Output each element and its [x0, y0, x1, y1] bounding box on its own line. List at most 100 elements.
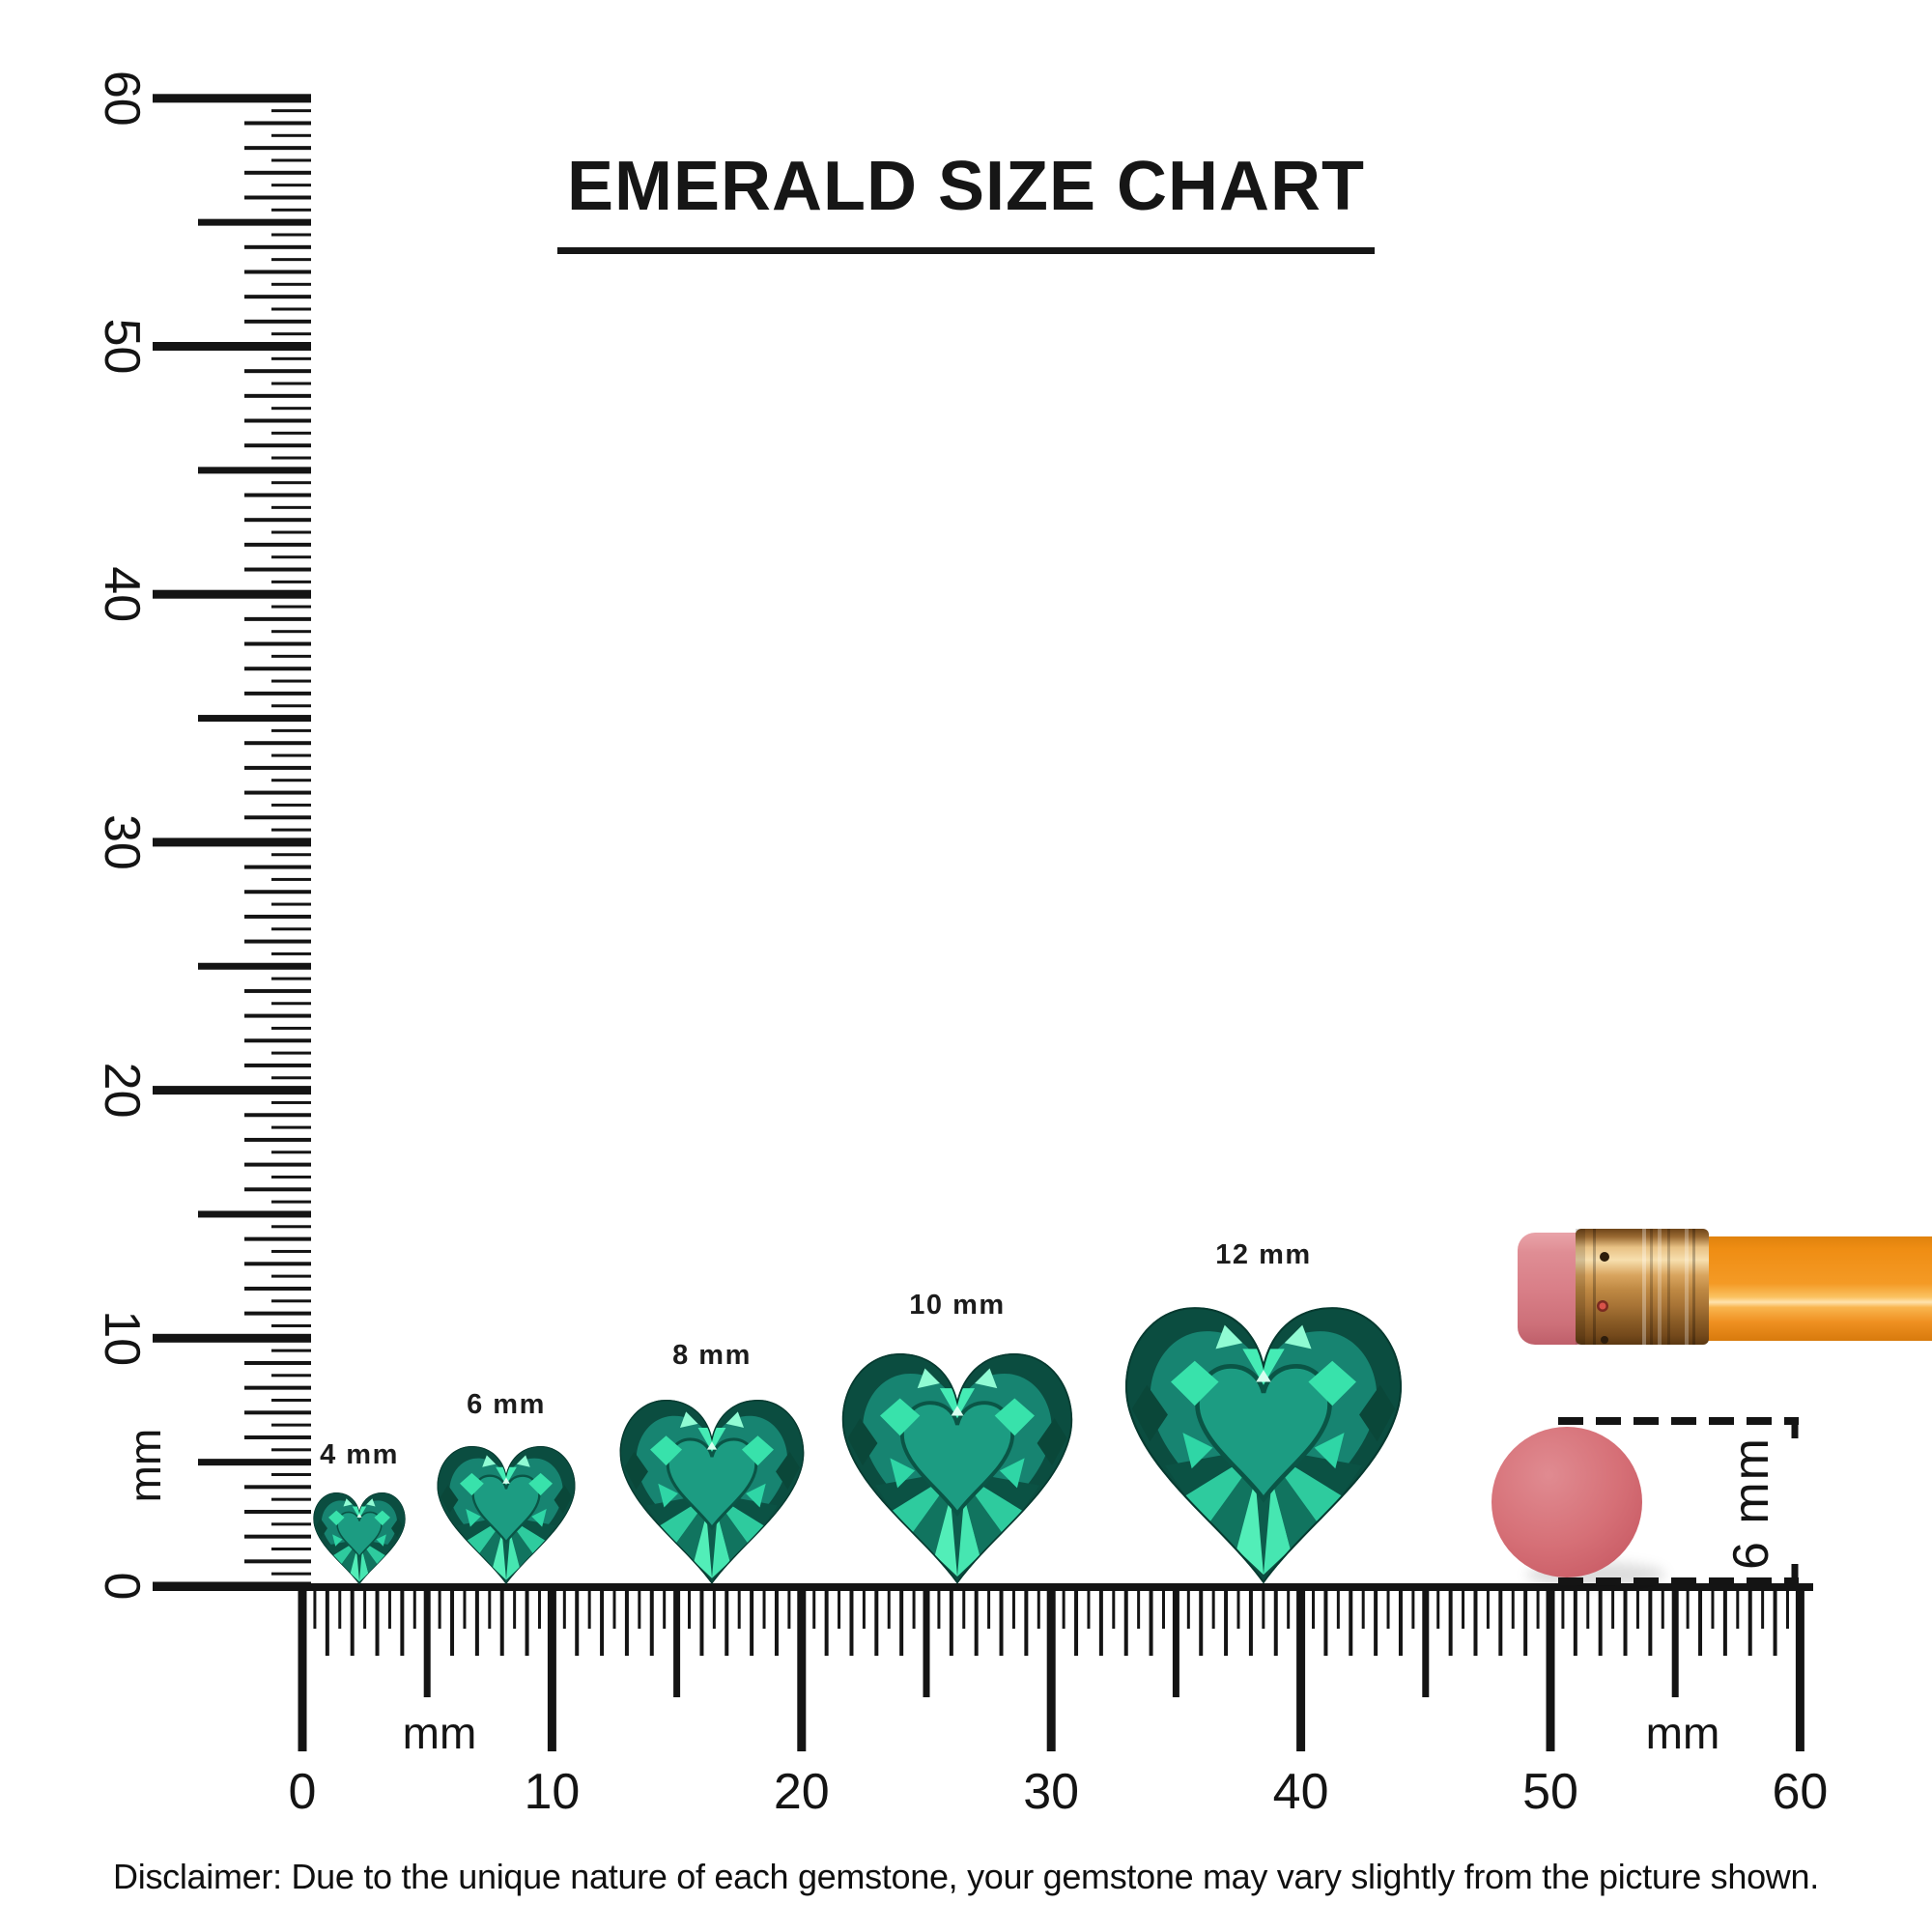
v-ruler-tick	[271, 1200, 311, 1204]
v-ruler-tick	[271, 109, 311, 113]
v-ruler-tick	[271, 803, 311, 807]
h-ruler-tick	[1586, 1591, 1590, 1629]
v-ruler-tick	[244, 1113, 311, 1118]
gem-size-label: 6 mm	[467, 1389, 546, 1421]
h-ruler-tick	[862, 1591, 866, 1629]
h-ruler-baseline	[153, 1583, 1813, 1591]
gem-size-label: 4 mm	[320, 1438, 399, 1470]
h-ruler-tick	[1248, 1591, 1253, 1656]
h-ruler-tick	[1422, 1591, 1430, 1697]
v-ruler-tick	[198, 218, 311, 226]
h-ruler-tick	[649, 1591, 654, 1656]
h-ruler-tick	[923, 1591, 930, 1697]
v-ruler-tick	[244, 988, 311, 993]
h-ruler-tick	[797, 1591, 807, 1751]
h-ruler-tick	[488, 1591, 492, 1629]
h-ruler-tick	[1199, 1591, 1204, 1656]
h-ruler-tick	[899, 1591, 904, 1656]
h-ruler-tick	[450, 1591, 455, 1656]
h-ruler-tick	[962, 1591, 966, 1629]
v-ruler-tick	[198, 1459, 311, 1466]
ferrule-ridge	[1692, 1229, 1695, 1345]
v-ruler-tick	[244, 1236, 311, 1241]
v-ruler-tick	[271, 1572, 311, 1576]
pencil-body	[1704, 1236, 1932, 1341]
h-ruler-tick	[1611, 1591, 1615, 1629]
v-ruler-tick	[271, 1002, 311, 1006]
h-ruler-tick	[1661, 1591, 1664, 1629]
h-ruler-tick	[1074, 1591, 1079, 1656]
h-ruler-tick	[547, 1591, 556, 1751]
v-ruler-number: 0	[94, 1573, 150, 1601]
h-ruler-tick	[673, 1591, 681, 1697]
v-ruler-tick	[244, 1534, 311, 1539]
h-ruler-tick	[1722, 1591, 1727, 1656]
h-ruler-tick	[1323, 1591, 1328, 1656]
ferrule-left-band	[1576, 1229, 1585, 1345]
h-ruler-tick	[537, 1591, 541, 1629]
v-ruler-tick	[198, 962, 311, 970]
h-ruler-tick	[724, 1591, 729, 1656]
v-ruler-tick	[244, 1435, 311, 1439]
h-ruler-tick	[1635, 1591, 1639, 1629]
v-ruler-number: 50	[94, 319, 150, 375]
h-ruler-tick	[1361, 1591, 1365, 1629]
gem-size-label: 12 mm	[1215, 1239, 1312, 1271]
h-ruler-tick	[987, 1591, 991, 1629]
h-ruler-tick	[974, 1591, 979, 1656]
v-ruler-tick	[271, 1100, 311, 1104]
h-ruler-tick	[612, 1591, 616, 1629]
v-ruler-tick	[271, 1349, 311, 1352]
ferrule-ridge	[1667, 1229, 1670, 1345]
v-ruler-tick	[244, 567, 311, 572]
v-ruler-tick	[244, 295, 311, 299]
v-ruler-tick	[244, 1410, 311, 1415]
h-ruler-tick	[887, 1591, 891, 1629]
h-ruler-tick	[423, 1591, 431, 1697]
v-ruler-tick	[271, 208, 311, 212]
h-ruler-tick	[1561, 1591, 1565, 1629]
v-ruler-tick	[244, 369, 311, 374]
v-ruler-tick	[271, 1448, 311, 1452]
v-ruler-tick	[271, 356, 311, 360]
h-ruler-tick	[438, 1591, 441, 1629]
h-ruler-tick	[1262, 1591, 1265, 1629]
h-ruler-number: 30	[1023, 1764, 1079, 1820]
vertical-ruler-unit-label: mm	[120, 1429, 170, 1503]
v-ruler-tick	[271, 630, 311, 634]
h-ruler-tick	[350, 1591, 355, 1656]
v-ruler-tick	[244, 1137, 311, 1142]
v-ruler-tick	[244, 641, 311, 646]
h-ruler-tick	[600, 1591, 605, 1656]
v-ruler-tick	[198, 467, 311, 474]
v-ruler-tick	[244, 815, 311, 820]
h-ruler-tick	[387, 1591, 391, 1629]
v-ruler-tick	[271, 927, 311, 931]
h-ruler-tick	[1623, 1591, 1628, 1656]
v-ruler-tick	[271, 1547, 311, 1550]
ferrule-crimp-dot	[1601, 1336, 1608, 1344]
v-ruler-tick	[244, 121, 311, 126]
h-ruler-tick	[525, 1591, 529, 1656]
h-ruler-tick	[1598, 1591, 1603, 1656]
v-ruler-tick	[271, 233, 311, 237]
round-eraser-dimension: 6 mm	[1492, 1417, 1799, 1587]
ferrule-crimp-dot	[1599, 1302, 1606, 1310]
v-ruler-tick	[244, 1286, 311, 1291]
v-ruler-tick	[271, 1076, 311, 1080]
h-ruler-tick	[1698, 1591, 1703, 1656]
v-ruler-tick	[244, 939, 311, 944]
v-ruler-number: 10	[94, 1310, 150, 1366]
ferrule-ridge	[1658, 1229, 1662, 1345]
gem-10mm	[842, 1353, 1072, 1584]
h-ruler-tick	[1098, 1591, 1103, 1656]
h-ruler-tick	[838, 1591, 841, 1629]
eraser-diameter-label: 6 mm	[1723, 1436, 1779, 1570]
v-ruler-tick	[244, 667, 311, 671]
v-ruler-tick	[244, 741, 311, 746]
horizontal-ruler: 0 10 20 30 40 50 60	[153, 1583, 1828, 1820]
h-ruler-tick	[1536, 1591, 1540, 1629]
gem-8mm	[620, 1400, 805, 1584]
